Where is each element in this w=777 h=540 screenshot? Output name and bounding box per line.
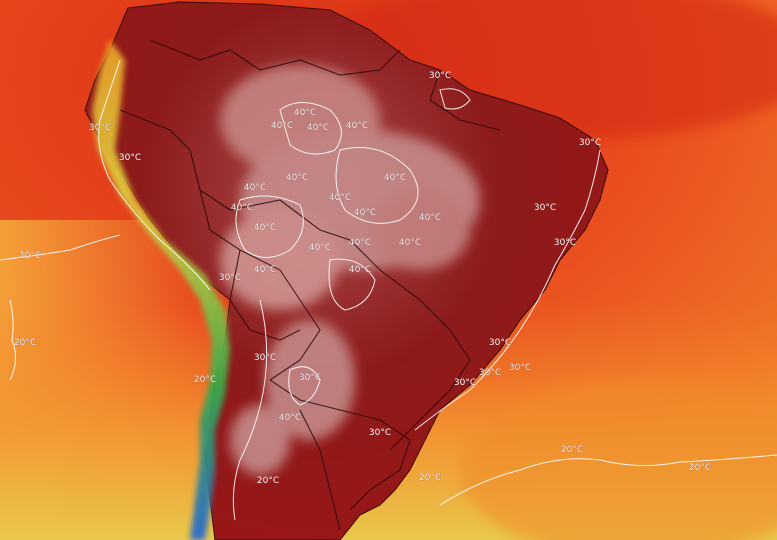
temperature-label: 30°C: [554, 238, 576, 248]
temperature-label: 30°C: [369, 428, 391, 438]
temperature-label: 40°C: [286, 173, 308, 183]
temperature-label: 30°C: [454, 378, 476, 388]
temperature-label: 30°C: [534, 203, 556, 213]
temperature-label: 30°C: [579, 138, 601, 148]
andes-cool-strip: [92, 40, 230, 540]
temperature-label: 20°C: [14, 338, 36, 348]
temperature-label: 20°C: [419, 473, 441, 483]
temperature-label: 30°C: [119, 153, 141, 163]
temperature-label: 20°C: [194, 375, 216, 385]
temperature-label: 20°C: [689, 463, 711, 473]
temperature-label: 40°C: [329, 193, 351, 203]
temperature-label: 40°C: [384, 173, 406, 183]
temperature-label: 40°C: [244, 183, 266, 193]
temperature-label: 30°C: [219, 273, 241, 283]
temperature-label: 30°C: [429, 71, 451, 81]
temperature-label: 40°C: [309, 243, 331, 253]
temperature-label: 40°C: [419, 213, 441, 223]
temperature-label: 30°C: [254, 353, 276, 363]
temperature-label: 40°C: [254, 265, 276, 275]
temperature-label: 40°C: [349, 265, 371, 275]
temperature-label: 40°C: [307, 123, 329, 133]
temperature-label: 40°C: [399, 238, 421, 248]
ocean-southeast-warm: [460, 380, 777, 540]
temperature-label: 40°C: [346, 121, 368, 131]
temperature-label: 40°C: [349, 238, 371, 248]
temperature-label: 40°C: [254, 223, 276, 233]
contour-lines: [0, 59, 777, 521]
temperature-label: 30°C: [489, 338, 511, 348]
temperature-label: 40°C: [279, 413, 301, 423]
temperature-label: 30°C: [89, 123, 111, 133]
temperature-label: 20°C: [561, 445, 583, 455]
temperature-label: 30°C: [479, 368, 501, 378]
temperature-label: 40°C: [231, 203, 253, 213]
temperature-labels: 40°C40°C 40°C 40°C40°C40°C40°C40°C40°C40°C…: [14, 71, 712, 486]
temperature-label: 20°C: [257, 476, 279, 486]
temperature-label: 30°C: [299, 373, 321, 383]
temperature-label: 30°C: [509, 363, 531, 373]
temperature-label: 40°C: [271, 121, 293, 131]
temperature-label: 40°C: [354, 208, 376, 218]
temperature-label: 20°C: [19, 251, 41, 261]
temperature-label: 40°C: [294, 108, 316, 118]
